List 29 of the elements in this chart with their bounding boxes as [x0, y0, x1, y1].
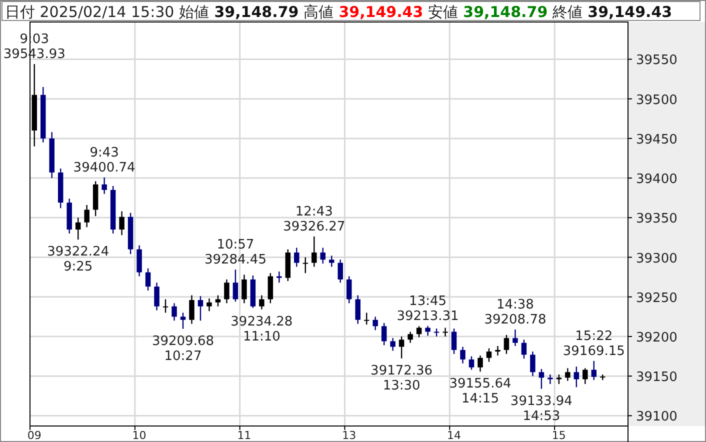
y-tick-label: 39100: [636, 410, 678, 425]
annotation: 39209.68 10:27: [152, 334, 214, 364]
y-tick-label: 39150: [636, 370, 678, 386]
y-tick-label: 39500: [636, 92, 678, 108]
annotation: 9:43 39400.74: [73, 145, 136, 176]
annotation: 10:57 39284.45: [204, 238, 266, 268]
annotation: 39133.94 14:53: [510, 394, 572, 424]
y-tick-label: 39250: [636, 290, 678, 306]
annotation: 39234.28 11:10: [230, 314, 293, 344]
y-tick-label: 39200: [636, 330, 678, 346]
x-tick-label: 15: [552, 429, 566, 442]
annotation: 39322.24 9:25: [47, 244, 110, 275]
y-tick-label: 39300: [636, 251, 678, 266]
x-tick-label: 11: [237, 429, 252, 442]
annotation: 13:45 39213.31: [396, 294, 459, 324]
x-tick-label: 10: [132, 429, 146, 442]
chart-title: 日付 2025/02/14 15:30 始値 39,148.79 高値 39,149.43 安値 39,148.79 終値 39,149.43: [5, 3, 672, 21]
x-tick-label: 14: [447, 429, 462, 442]
y-tick-label: 39350: [636, 212, 678, 227]
x-tick-label: 13: [342, 429, 356, 442]
annotation: 39155.64 14:15: [449, 376, 512, 407]
annotation: 14:38 39208.78: [484, 298, 546, 328]
y-tick-label: 39550: [636, 53, 678, 68]
x-tick-label: 09: [27, 429, 42, 442]
annotation: 15:22 39169.15: [562, 328, 625, 359]
annotation: 12:43 39326.27: [283, 204, 346, 234]
y-tick-label: 39400: [636, 172, 678, 188]
annotation: 39172.36 13:30: [370, 363, 433, 394]
y-tick-label: 39450: [636, 132, 678, 148]
